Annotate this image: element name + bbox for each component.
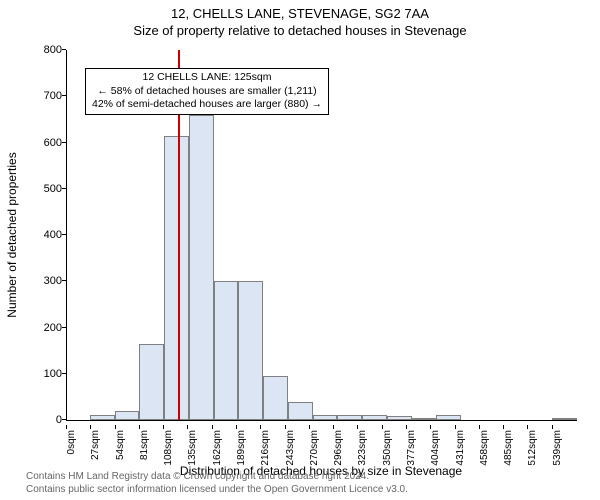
x-tick-mark <box>309 425 310 429</box>
y-tick-mark <box>62 234 66 235</box>
x-tick-label: 270sqm <box>309 430 320 466</box>
y-tick-mark <box>62 49 66 50</box>
histogram-bar <box>362 415 387 420</box>
y-tick-label: 0 <box>32 414 62 426</box>
histogram-bar <box>436 415 461 420</box>
x-tick-mark <box>212 425 213 429</box>
histogram-bar <box>263 376 288 420</box>
y-tick-mark <box>62 188 66 189</box>
y-tick-mark <box>62 373 66 374</box>
x-tick-mark <box>163 425 164 429</box>
histogram-bar <box>139 344 164 420</box>
x-tick-mark <box>285 425 286 429</box>
x-tick-label: 377sqm <box>406 430 417 466</box>
x-tick-label: 539sqm <box>552 430 563 466</box>
x-tick-mark <box>406 425 407 429</box>
x-tick-label: 404sqm <box>430 430 441 466</box>
x-tick-mark <box>66 425 67 429</box>
footer-attribution: Contains HM Land Registry data © Crown c… <box>26 471 408 496</box>
x-tick-mark <box>430 425 431 429</box>
histogram-bar <box>412 418 437 420</box>
x-tick-label: 512sqm <box>527 430 538 466</box>
y-tick-label: 100 <box>32 368 62 380</box>
x-tick-label: 162sqm <box>212 430 223 466</box>
histogram-bar <box>313 415 338 420</box>
x-tick-label: 350sqm <box>382 430 393 466</box>
x-tick-label: 27sqm <box>90 430 101 460</box>
y-tick-label: 200 <box>32 322 62 334</box>
x-tick-mark <box>333 425 334 429</box>
x-tick-label: 243sqm <box>285 430 296 466</box>
x-tick-label: 189sqm <box>236 430 247 466</box>
y-tick-mark <box>62 327 66 328</box>
x-tick-mark <box>382 425 383 429</box>
x-tick-label: 81sqm <box>139 430 150 460</box>
histogram-bar <box>164 136 189 420</box>
x-tick-mark <box>503 425 504 429</box>
footer-line2: Contains public sector information licen… <box>26 484 408 497</box>
x-tick-mark <box>357 425 358 429</box>
annotation-line1: 12 CHELLS LANE: 125sqm <box>92 71 322 85</box>
y-tick-mark <box>62 419 66 420</box>
histogram-bar <box>337 415 362 420</box>
histogram-bar <box>115 411 140 420</box>
histogram-bar <box>238 281 263 420</box>
x-tick-mark <box>115 425 116 429</box>
y-axis-label: Number of detached properties <box>5 152 19 317</box>
histogram-bar <box>189 115 214 420</box>
x-tick-label: 135sqm <box>187 430 198 466</box>
x-tick-label: 458sqm <box>479 430 490 466</box>
histogram-bar <box>387 416 412 420</box>
y-tick-mark <box>62 95 66 96</box>
x-tick-mark <box>90 425 91 429</box>
y-tick-mark <box>62 280 66 281</box>
histogram-bar <box>552 418 577 420</box>
x-tick-mark <box>187 425 188 429</box>
y-tick-label: 700 <box>32 90 62 102</box>
x-tick-mark <box>455 425 456 429</box>
x-tick-mark <box>552 425 553 429</box>
x-tick-mark <box>527 425 528 429</box>
page-subtitle: Size of property relative to detached ho… <box>0 21 600 38</box>
x-tick-label: 216sqm <box>260 430 271 466</box>
x-tick-mark <box>260 425 261 429</box>
x-tick-label: 296sqm <box>333 430 344 466</box>
footer-line1: Contains HM Land Registry data © Crown c… <box>26 471 408 484</box>
y-tick-label: 500 <box>32 183 62 195</box>
y-tick-mark <box>62 142 66 143</box>
x-tick-label: 323sqm <box>357 430 368 466</box>
x-tick-label: 485sqm <box>503 430 514 466</box>
y-tick-label: 800 <box>32 44 62 56</box>
plot-area: 12 CHELLS LANE: 125sqm ← 58% of detached… <box>66 50 577 421</box>
histogram-bar <box>214 281 239 420</box>
annotation-box: 12 CHELLS LANE: 125sqm ← 58% of detached… <box>85 68 329 115</box>
y-tick-label: 600 <box>32 137 62 149</box>
chart: 12 CHELLS LANE: 125sqm ← 58% of detached… <box>66 50 576 420</box>
x-tick-label: 431sqm <box>455 430 466 466</box>
x-tick-label: 108sqm <box>163 430 174 466</box>
x-tick-label: 54sqm <box>115 430 126 460</box>
x-tick-label: 0sqm <box>66 430 77 454</box>
x-tick-mark <box>236 425 237 429</box>
y-tick-label: 400 <box>32 229 62 241</box>
annotation-line3: 42% of semi-detached houses are larger (… <box>92 98 322 112</box>
page-address: 12, CHELLS LANE, STEVENAGE, SG2 7AA <box>0 0 600 21</box>
histogram-bar <box>90 415 115 420</box>
x-tick-mark <box>479 425 480 429</box>
annotation-line2: ← 58% of detached houses are smaller (1,… <box>92 85 322 99</box>
y-tick-label: 300 <box>32 275 62 287</box>
x-tick-mark <box>139 425 140 429</box>
histogram-bar <box>288 402 313 421</box>
